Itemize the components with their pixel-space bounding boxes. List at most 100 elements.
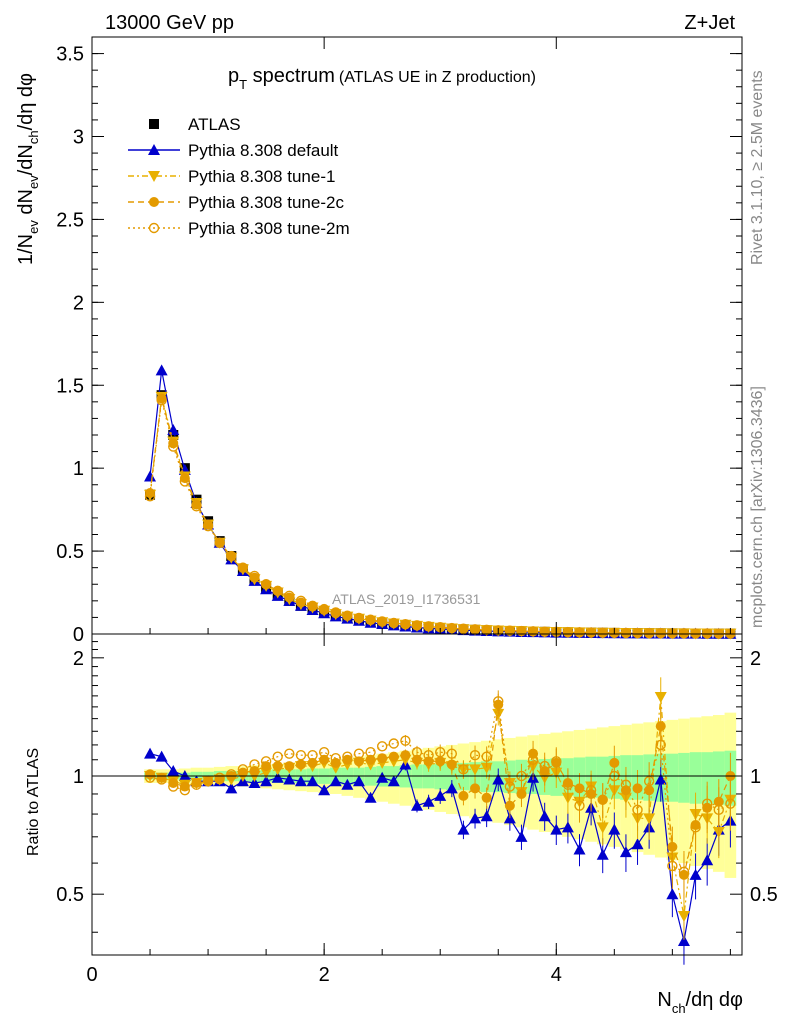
legend-entry: Pythia 8.308 tune-2c (128, 193, 344, 212)
data-point (677, 934, 690, 946)
data-point (667, 860, 678, 872)
data-point (202, 521, 214, 532)
data-point (342, 610, 353, 621)
data-point (446, 748, 458, 759)
data-point (539, 760, 550, 772)
data-point (214, 537, 225, 548)
data-point (493, 696, 504, 707)
data-point (191, 779, 202, 790)
data-point (307, 757, 318, 768)
data-point (515, 830, 528, 842)
data-point (596, 822, 609, 834)
data-point (144, 747, 157, 759)
data-point (469, 749, 481, 761)
data-point (690, 822, 701, 833)
data-point (527, 626, 539, 637)
data-point (493, 625, 504, 636)
data-point (620, 627, 632, 639)
plot-title-rest: spectrum (247, 65, 335, 87)
data-point (272, 761, 283, 772)
ratio-band-inner (678, 752, 690, 803)
ratio-band-inner (666, 753, 679, 802)
data-point (632, 627, 643, 639)
data-point (388, 751, 399, 762)
data-point (585, 785, 597, 796)
mcplots-label: mcplots.cern.ch [arXiv:1306.3436] (749, 386, 766, 628)
energy-label: 13000 GeV pp (105, 12, 234, 34)
data-point (342, 751, 353, 762)
data-point (191, 501, 202, 512)
legend: ATLAS Pythia 8.308 default Pythia 8.308 tu… (128, 115, 350, 238)
ylab-p1: 1/N (15, 234, 37, 265)
data-point (585, 627, 597, 638)
data-point (307, 749, 318, 761)
ratio-band-inner (689, 752, 702, 804)
data-point (504, 800, 515, 811)
data-point (539, 626, 550, 637)
ratio-ytick-label-right: 2 (750, 648, 761, 670)
data-point (272, 585, 283, 596)
plot-title: pT spectrum (ATLAS UE in Z production) (228, 65, 536, 92)
data-point (377, 753, 388, 764)
data-point (283, 773, 296, 785)
data-point (689, 868, 702, 880)
data-point (202, 776, 214, 787)
data-point (319, 754, 330, 765)
data-point (411, 746, 423, 758)
data-point (260, 756, 272, 767)
data-point (179, 785, 191, 796)
main-ylabel: 1/Nev dNev/dNch/dη dφ (15, 73, 41, 265)
data-point (655, 628, 666, 639)
data-point (411, 620, 423, 631)
data-point (144, 772, 156, 783)
xlab-s1: ch (672, 1001, 686, 1016)
data-point (608, 823, 621, 835)
legend-label: Pythia 8.308 tune-1 (188, 167, 335, 186)
series-pythia-8-308-default (144, 747, 737, 965)
legend-marker (148, 222, 160, 234)
data-point (260, 775, 273, 787)
data-point (516, 625, 527, 637)
data-point (666, 888, 679, 900)
data-point (226, 769, 237, 780)
data-point (562, 626, 574, 638)
ratio-ytick-label: 2 (73, 648, 84, 670)
main-panel-series (144, 364, 737, 640)
plot-title-paren: (ATLAS UE in Z production) (339, 69, 536, 86)
data-point (550, 823, 563, 835)
data-point (677, 910, 690, 922)
data-point (470, 783, 481, 794)
data-point (156, 394, 167, 406)
data-point (678, 866, 690, 878)
legend-marker (149, 197, 159, 207)
data-point (632, 804, 643, 816)
data-point (412, 620, 422, 631)
legend-label: Pythia 8.308 default (188, 141, 339, 160)
main-ytick-label: 2.5 (56, 209, 84, 231)
data-point (330, 607, 341, 618)
data-point (156, 774, 167, 785)
data-point (562, 779, 574, 790)
data-point (643, 776, 655, 787)
data-point (469, 764, 482, 776)
data-point (376, 616, 388, 627)
data-point (353, 748, 365, 759)
legend-label: Pythia 8.308 tune-2m (188, 219, 350, 238)
legend-marker (148, 144, 160, 155)
data-point (701, 854, 714, 866)
legend-marker (149, 119, 159, 129)
data-point (248, 776, 261, 788)
data-point (388, 617, 399, 629)
data-point (353, 613, 364, 624)
data-point (725, 798, 736, 809)
legend-entry: Pythia 8.308 tune-1 (128, 167, 335, 186)
data-point (619, 846, 632, 858)
main-ytick-label: 2 (73, 292, 84, 314)
rivet-label: Rivet 3.1.10, ≥ 2.5M events (749, 70, 766, 265)
data-point (457, 823, 470, 835)
ratio-ytick-label: 0.5 (56, 884, 84, 906)
data-point (701, 798, 713, 809)
legend-label: ATLAS (188, 115, 241, 134)
data-point (458, 790, 469, 801)
data-point (655, 739, 666, 751)
